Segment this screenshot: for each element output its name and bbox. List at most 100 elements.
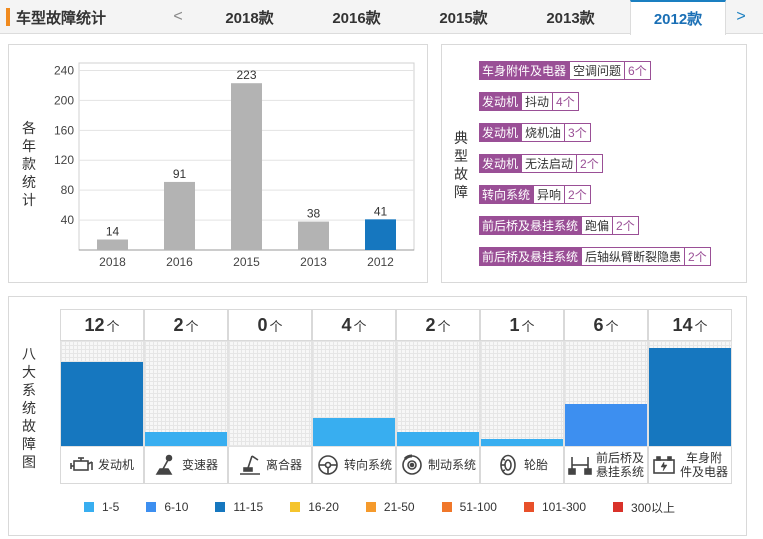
fault-category: 前后桥及悬挂系统 <box>479 216 582 235</box>
system-column[interactable]: 2 个变速器 <box>144 309 228 484</box>
system-level-area <box>228 341 312 447</box>
bar-value-label: 223 <box>236 68 256 82</box>
side-label-char: 款 <box>22 156 36 172</box>
fault-item[interactable]: 前后桥及悬挂系统 后轴纵臂断裂隐患 2个 <box>479 247 711 266</box>
tab-2016[interactable]: 2016款 <box>332 9 381 27</box>
system-level-area <box>60 341 144 447</box>
fault-item[interactable]: 发动机 无法启动 2个 <box>479 154 603 173</box>
system-count-value: 4 <box>341 315 352 335</box>
fault-item[interactable]: 前后桥及悬挂系统 跑偏 2个 <box>479 216 639 235</box>
side-label-char: 大 <box>22 364 36 380</box>
system-count-value: 6 <box>593 315 604 335</box>
legend-item: 1-5 <box>84 500 119 514</box>
legend-swatch <box>84 502 94 512</box>
x-tick-label: 2016 <box>166 255 193 269</box>
side-label-char: 统 <box>22 400 36 416</box>
system-count-unit: 个 <box>106 319 120 334</box>
system-level-fill <box>649 348 731 446</box>
bar-value-label: 14 <box>106 225 120 239</box>
eight-systems-side-label: 八大系统故障图 <box>20 345 38 471</box>
system-count-unit: 个 <box>605 319 619 334</box>
side-label-char: 图 <box>22 454 36 470</box>
engine-icon <box>70 457 93 471</box>
side-label-char: 年 <box>22 138 36 154</box>
system-level-area <box>480 341 564 447</box>
fault-problem: 抖动 <box>521 92 554 111</box>
system-column[interactable]: 1 个轮胎 <box>480 309 564 484</box>
legend-item: 101-300 <box>523 500 586 514</box>
fault-item[interactable]: 转向系统 异响 2个 <box>479 185 591 204</box>
legend-swatch <box>215 502 226 512</box>
x-tick-label: 2018 <box>99 255 126 269</box>
system-name: 离合器 <box>265 458 302 472</box>
system-column[interactable]: 0 个离合器 <box>228 309 312 484</box>
side-label-char: 故 <box>454 166 468 182</box>
title-accent-bar <box>6 8 10 26</box>
system-level-fill <box>145 432 227 446</box>
side-label-char: 典 <box>454 130 468 146</box>
system-level-fill <box>481 439 563 446</box>
system-column[interactable]: 6 个前后桥及 悬挂系统 <box>564 309 648 484</box>
tab-2013[interactable]: 2013款 <box>546 9 595 27</box>
fault-count: 2个 <box>565 185 591 204</box>
x-tick-label: 2013 <box>300 255 327 269</box>
system-name-cell: 轮胎 <box>480 447 564 484</box>
fault-count: 2个 <box>577 154 603 173</box>
system-level-area <box>648 341 732 447</box>
system-column[interactable]: 12 个发动机 <box>60 309 144 484</box>
legend-swatch <box>290 502 301 512</box>
y-tick-label: 240 <box>54 63 74 77</box>
system-count-unit: 个 <box>521 319 535 334</box>
system-level-area <box>564 341 648 447</box>
system-count-value: 14 <box>672 315 693 335</box>
legend-item: 6-10 <box>146 500 188 514</box>
system-name: 前后桥及 悬挂系统 <box>595 451 644 479</box>
fault-category: 前后桥及悬挂系统 <box>479 247 582 266</box>
side-label-char: 障 <box>454 184 468 200</box>
bar-2018 <box>97 239 128 250</box>
fault-count: 4个 <box>553 92 579 111</box>
legend-label: 16-20 <box>308 500 339 514</box>
tab-2015[interactable]: 2015款 <box>439 9 488 27</box>
system-level-fill <box>61 362 143 446</box>
fault-item[interactable]: 发动机 烧机油 3个 <box>479 123 591 142</box>
fault-category: 车身附件及电器 <box>479 61 570 80</box>
system-name: 轮胎 <box>523 458 548 472</box>
legend-item: 300以上 <box>613 499 675 516</box>
system-level-area <box>144 341 228 447</box>
fault-item[interactable]: 车身附件及电器 空调问题 6个 <box>479 61 651 80</box>
system-name: 车身附 件及电器 <box>679 451 728 479</box>
clutch-pedal-icon <box>239 455 260 475</box>
system-name-cell: 变速器 <box>144 447 228 484</box>
system-name-cell: 离合器 <box>228 447 312 484</box>
y-tick-label: 200 <box>54 93 74 107</box>
fault-problem: 后轴纵臂断裂隐患 <box>581 247 686 266</box>
y-tick-label: 80 <box>61 183 75 197</box>
bar-value-label: 91 <box>173 167 187 181</box>
page-title: 车型故障统计 <box>0 0 106 34</box>
fault-problem: 跑偏 <box>581 216 614 235</box>
system-column[interactable]: 4 个转向系统 <box>312 309 396 484</box>
system-column[interactable]: 2 个制动系统 <box>396 309 480 484</box>
fault-category: 发动机 <box>479 123 522 142</box>
system-name-cell: 制动系统 <box>396 447 480 484</box>
system-count-value: 2 <box>173 315 184 335</box>
system-count-value: 1 <box>509 315 520 335</box>
system-name-cell: 车身附 件及电器 <box>648 447 732 484</box>
next-tab-arrow[interactable]: > <box>736 8 746 25</box>
system-count: 14 个 <box>648 309 732 341</box>
prev-tab-arrow[interactable]: < <box>173 8 183 25</box>
system-name-cell: 转向系统 <box>312 447 396 484</box>
tab-2012[interactable]: 2012款 <box>630 0 726 35</box>
gear-shift-icon <box>155 454 173 475</box>
tab-2018[interactable]: 2018款 <box>225 9 274 27</box>
brake-disc-icon <box>402 454 422 475</box>
fault-item[interactable]: 发动机 抖动 4个 <box>479 92 579 111</box>
system-column[interactable]: 14 个车身附 件及电器 <box>648 309 732 484</box>
fault-problem: 无法启动 <box>521 154 578 173</box>
bar-value-label: 38 <box>307 207 321 221</box>
system-count-unit: 个 <box>269 319 283 334</box>
system-level-fill <box>397 432 479 446</box>
fault-category: 发动机 <box>479 154 522 173</box>
legend-label: 6-10 <box>164 500 189 514</box>
